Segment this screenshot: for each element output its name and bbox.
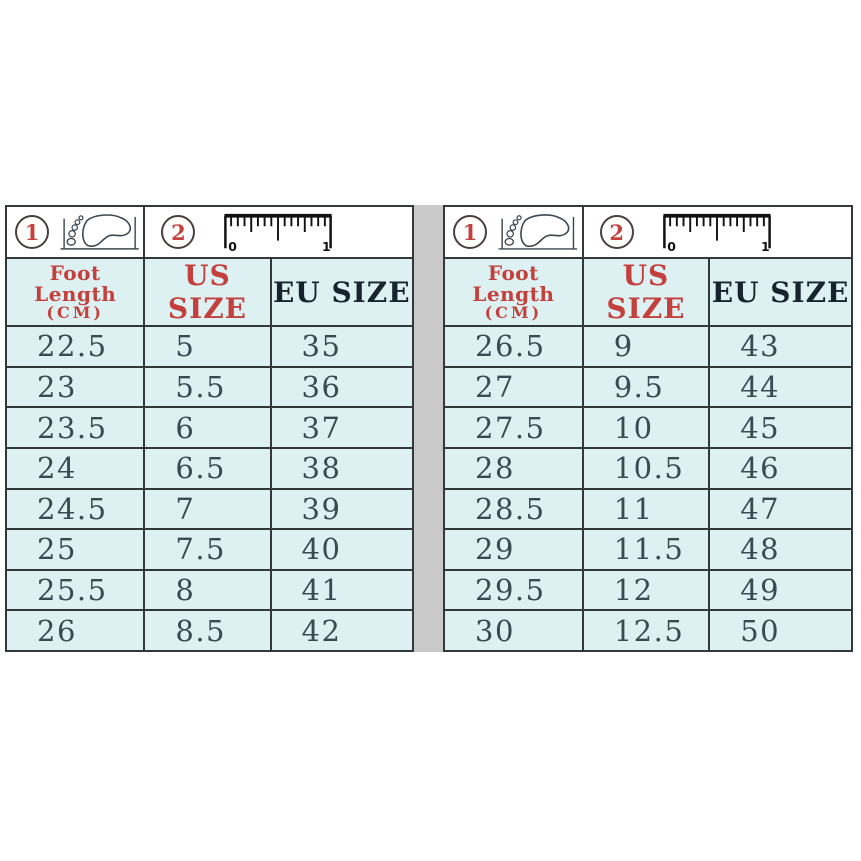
us-size-cell: 6.5 — [143, 446, 272, 490]
step-2-badge: 2 — [161, 215, 196, 249]
eu-size-cell: 37 — [269, 406, 415, 449]
eu-size-cell: 38 — [269, 446, 415, 490]
us-size-cell: 10.5 — [581, 446, 711, 490]
foot-length-cell: 23 — [4, 365, 146, 409]
column-header-row: Foot Length (CM) US SIZE EU SIZE — [4, 257, 415, 327]
size-table-left: 1 — [4, 205, 415, 652]
eu-size-cell: 49 — [708, 568, 853, 612]
foot-length-cell: 22.5 — [4, 325, 146, 368]
us-size-cell: 5.5 — [143, 365, 272, 409]
foot-length-header: Foot Length (CM) — [4, 257, 146, 327]
table-row: 25 7.5 40 — [4, 528, 415, 571]
table-row: 26.5 9 43 — [443, 325, 853, 368]
table-row: 29.5 12 49 — [443, 568, 853, 612]
us-size-cell: 8 — [143, 568, 272, 612]
table-row: 23 5.5 36 — [4, 365, 415, 409]
us-size-cell: 12.5 — [581, 609, 711, 652]
size-table-panel-right: 1 — [443, 205, 854, 652]
table-row: 22.5 5 35 — [4, 325, 415, 368]
size-table-panel-left: 1 — [4, 205, 415, 652]
us-size-cell: 11.5 — [581, 528, 711, 571]
us-size-cell: 12 — [581, 568, 711, 612]
foot-length-cell: 25 — [4, 528, 146, 571]
foot-length-cell: 29 — [443, 528, 584, 571]
foot-length-cell: 24.5 — [4, 487, 146, 531]
us-size-cell: 6 — [143, 406, 272, 449]
step-2-badge: 2 — [599, 215, 634, 249]
us-size-cell: 8.5 — [143, 609, 272, 652]
table-row: 25.5 8 41 — [4, 568, 415, 612]
us-size-cell: 5 — [143, 325, 272, 368]
foot-length-cell: 26 — [4, 609, 146, 652]
foot-length-cell: 25.5 — [4, 568, 146, 612]
column-header-row: Foot Length (CM) US SIZE EU SIZE — [443, 257, 853, 327]
eu-size-cell: 35 — [269, 325, 415, 368]
foot-length-cell: 23.5 — [4, 406, 146, 449]
table-row: 24 6.5 38 — [4, 446, 415, 490]
eu-size-header: EU SIZE — [269, 257, 415, 327]
eu-size-cell: 42 — [269, 609, 415, 652]
us-size-cell: 7.5 — [143, 528, 272, 571]
foot-length-cell: 28 — [443, 446, 584, 490]
foot-length-icon — [498, 214, 578, 250]
table-row: 24.5 7 39 — [4, 487, 415, 531]
eu-size-cell: 46 — [708, 446, 853, 490]
us-size-cell: 11 — [581, 487, 711, 531]
table-row: 29 11.5 48 — [443, 528, 853, 571]
eu-size-cell: 39 — [269, 487, 415, 531]
table-row: 27.5 10 45 — [443, 406, 853, 449]
table-row: 28 10.5 46 — [443, 446, 853, 490]
eu-size-cell: 45 — [708, 406, 853, 449]
ruler-icon: 0 1 — [662, 213, 771, 254]
eu-size-cell: 43 — [708, 325, 853, 368]
eu-size-cell: 47 — [708, 487, 853, 531]
ruler-icon: 0 1 — [224, 213, 333, 254]
table-row: 27 9.5 44 — [443, 365, 853, 409]
foot-length-cell: 26.5 — [443, 325, 584, 368]
foot-length-header: Foot Length (CM) — [443, 257, 584, 327]
us-size-header: US SIZE — [581, 257, 711, 327]
eu-size-cell: 48 — [708, 528, 853, 571]
us-size-header: US SIZE — [143, 257, 272, 327]
eu-size-cell: 36 — [269, 365, 415, 409]
table-row: 30 12.5 50 — [443, 609, 853, 652]
step-1-badge: 1 — [453, 215, 487, 249]
eu-size-cell: 44 — [708, 365, 853, 409]
icon-header-row: 1 — [4, 205, 414, 259]
ruler-end-label: 1 — [761, 239, 770, 254]
size-table-right: 1 — [443, 205, 854, 652]
foot-length-cell: 27.5 — [443, 406, 584, 449]
ruler-start-label: 0 — [667, 239, 676, 254]
us-size-cell: 9.5 — [581, 365, 711, 409]
ruler-end-label: 1 — [322, 239, 331, 254]
table-divider-band — [414, 205, 443, 652]
step-1-badge: 1 — [15, 215, 49, 249]
eu-size-cell: 41 — [269, 568, 415, 612]
foot-length-icon — [60, 214, 139, 250]
us-size-cell: 7 — [143, 487, 272, 531]
foot-length-cell: 30 — [443, 609, 584, 652]
table-row: 23.5 6 37 — [4, 406, 415, 449]
table-row: 26 8.5 42 — [4, 609, 415, 652]
foot-length-cell: 28.5 — [443, 487, 584, 531]
eu-size-cell: 40 — [269, 528, 415, 571]
foot-length-cell: 24 — [4, 446, 146, 490]
icon-header-row: 1 — [443, 205, 854, 259]
table-row: 28.5 11 47 — [443, 487, 853, 531]
foot-length-cell: 29.5 — [443, 568, 584, 612]
foot-length-cell: 27 — [443, 365, 584, 409]
eu-size-cell: 50 — [708, 609, 853, 652]
us-size-cell: 9 — [581, 325, 711, 368]
eu-size-header: EU SIZE — [708, 257, 853, 327]
ruler-start-label: 0 — [229, 239, 238, 254]
us-size-cell: 10 — [581, 406, 711, 449]
